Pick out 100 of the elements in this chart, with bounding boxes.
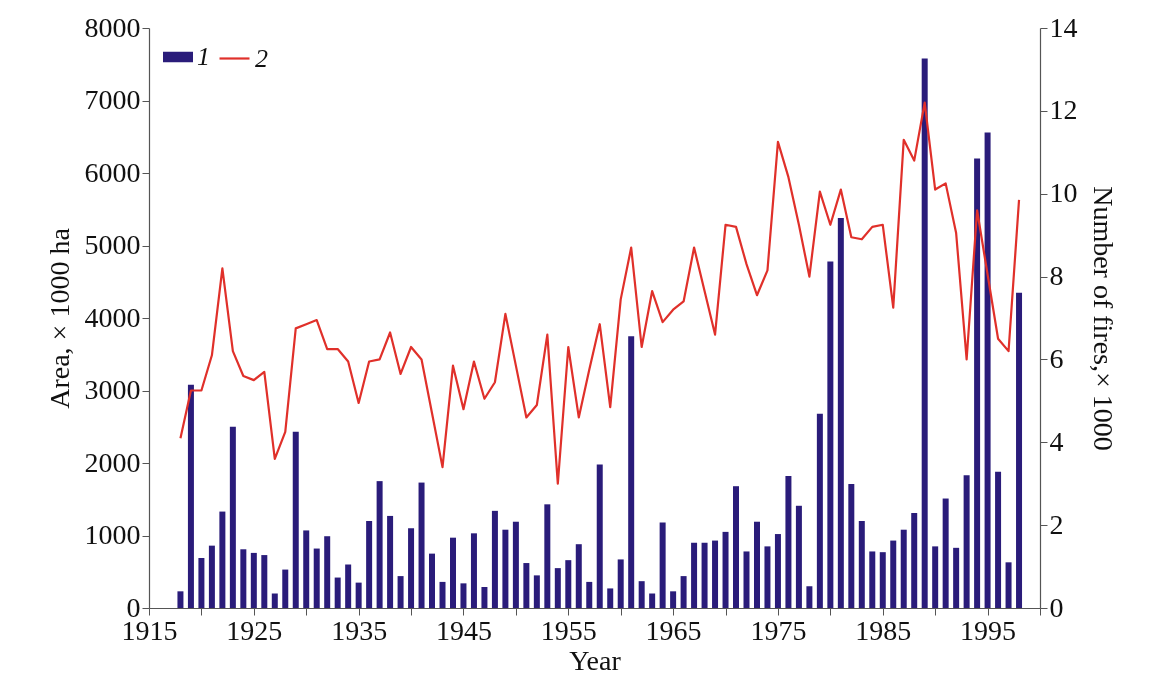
bar	[481, 586, 488, 608]
x-tick-label: 1955	[540, 614, 597, 646]
y2-tick-label: 14	[1049, 11, 1078, 43]
bar	[1005, 562, 1012, 608]
bar	[429, 553, 436, 608]
y-axis-title: Area, × 1000 ha	[43, 227, 75, 409]
bar	[491, 510, 498, 608]
bar	[701, 542, 708, 608]
bar	[795, 505, 802, 608]
bar	[659, 522, 666, 608]
bar	[900, 529, 907, 608]
bar	[575, 544, 582, 608]
y2-tick-label: 8	[1049, 260, 1064, 292]
x-tick-label: 1925	[226, 614, 283, 646]
bar	[408, 528, 415, 608]
bar	[418, 482, 425, 608]
bar	[774, 534, 781, 608]
bar	[753, 521, 760, 608]
bar	[837, 217, 844, 608]
bar	[177, 591, 184, 608]
bar	[816, 413, 823, 608]
x-tick-label: 1985	[855, 614, 912, 646]
bar	[942, 498, 949, 608]
bar	[250, 552, 257, 608]
bar	[785, 476, 792, 608]
bar	[974, 158, 981, 608]
bar	[303, 530, 310, 608]
x-tick-label: 1975	[750, 614, 807, 646]
bar	[691, 542, 698, 608]
x-tick-label: 1935	[331, 614, 388, 646]
y-tick-label: 3000	[84, 374, 141, 405]
bar	[764, 546, 771, 608]
x-tick-label: 1995	[960, 614, 1017, 646]
bar	[187, 384, 194, 608]
bar	[334, 577, 341, 608]
bar	[198, 557, 205, 608]
bar	[240, 549, 247, 608]
bar	[544, 504, 551, 608]
y2-tick-label: 12	[1049, 94, 1078, 126]
legend-label: 1	[197, 42, 210, 71]
bar	[995, 471, 1002, 608]
bar	[208, 545, 215, 608]
y-tick-label: 6000	[84, 156, 141, 188]
y2-axis-title: Number of fires,× 1000	[1087, 186, 1119, 451]
bar	[470, 533, 477, 608]
bar	[502, 529, 509, 608]
bar	[533, 575, 540, 608]
bar	[596, 464, 603, 608]
y2-tick-label: 2	[1049, 508, 1064, 540]
bar	[722, 531, 729, 608]
bar	[670, 591, 677, 608]
legend-label: 2	[255, 43, 268, 73]
bar	[953, 547, 960, 608]
y-tick-label: 4000	[84, 301, 141, 333]
bar	[523, 563, 530, 608]
bar	[355, 582, 362, 608]
y2-tick-label: 4	[1049, 425, 1064, 457]
bar	[890, 540, 897, 608]
bar	[439, 581, 446, 608]
bar	[586, 581, 593, 608]
x-tick-label: 1965	[645, 614, 702, 646]
bar	[313, 548, 320, 608]
bar	[219, 511, 226, 608]
bar	[963, 475, 970, 608]
line-series	[179, 101, 1021, 485]
bar	[921, 58, 928, 608]
y-tick-label: 1000	[84, 519, 141, 550]
bar	[932, 546, 939, 608]
bar	[261, 555, 268, 608]
bar	[911, 513, 918, 608]
bar	[827, 261, 834, 608]
bar	[376, 481, 383, 608]
bar	[554, 568, 561, 608]
bar	[345, 564, 352, 608]
bar	[743, 551, 750, 608]
bar	[649, 593, 656, 608]
bar	[387, 515, 394, 608]
bar	[858, 521, 865, 608]
bar	[271, 593, 278, 608]
y2-tick-label: 10	[1049, 177, 1078, 209]
bar	[617, 559, 624, 608]
bar	[229, 426, 236, 608]
bar	[712, 540, 719, 608]
bar	[397, 576, 404, 608]
bar	[282, 569, 289, 608]
bar	[879, 552, 886, 608]
bar	[512, 521, 519, 608]
y-tick-label: 2000	[84, 446, 141, 478]
bar	[366, 521, 373, 608]
bar	[638, 581, 645, 608]
y2-tick-label: 6	[1049, 342, 1064, 374]
bar	[292, 431, 299, 608]
bar	[984, 132, 991, 608]
bar	[680, 576, 687, 608]
y2-tick-label: 0	[1049, 591, 1064, 623]
bar	[324, 536, 331, 608]
x-axis-title: Year	[569, 644, 622, 676]
bar	[565, 560, 572, 608]
x-tick-label: 1945	[435, 614, 492, 646]
bar	[733, 486, 740, 608]
